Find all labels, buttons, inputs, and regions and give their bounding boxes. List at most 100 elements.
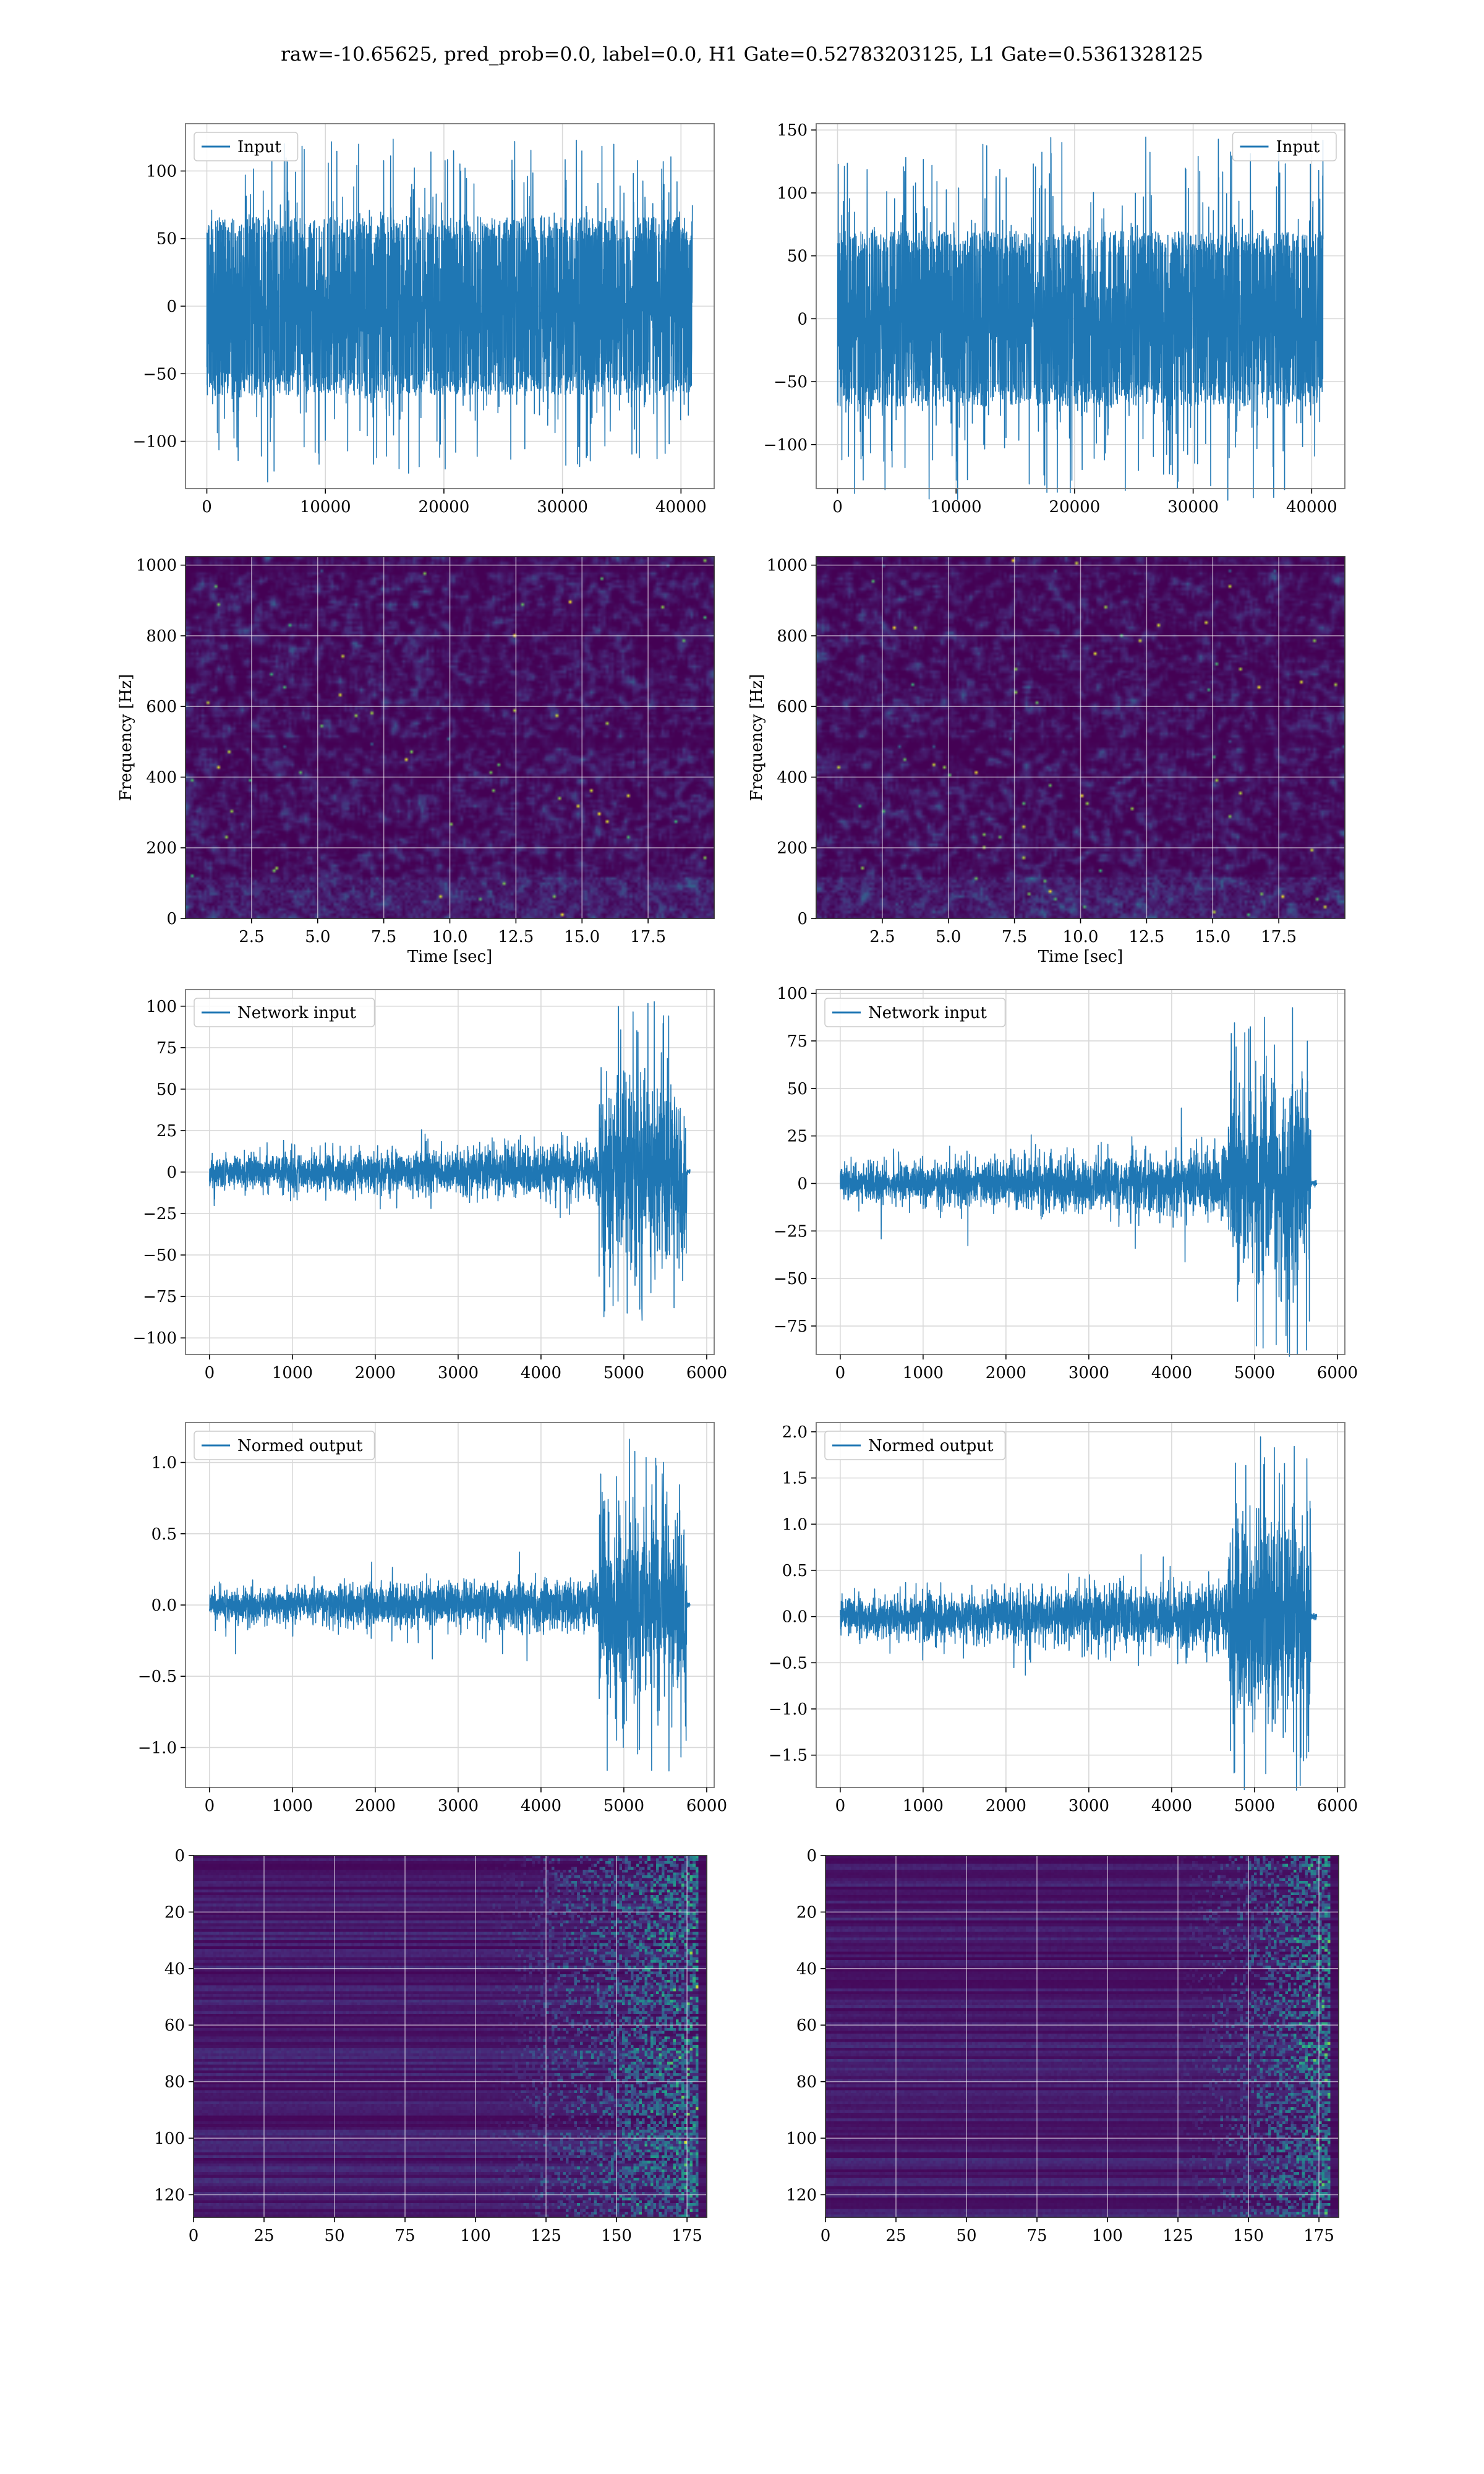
x-tick-label: 40000 — [655, 498, 707, 516]
x-tick-label: 50 — [956, 2227, 976, 2245]
legend-box — [194, 132, 299, 161]
h1-spectrogram-chart: 2.5 5.0 7.5 10.0 12.5 15.0 17.5 0 200 400 600 800 10… — [117, 556, 715, 966]
legend-entry: Normed output — [868, 1437, 994, 1455]
x-tick-label: 3000 — [1068, 1797, 1109, 1815]
l1-normed-output-panel: 0 1000 2000 3000 4000 5000 6000 −1.5 −1.0 −0.5 0.0… — [769, 1422, 1358, 1815]
y-tick-label: −75 — [774, 1317, 808, 1336]
l1-spectrogram-panel: 2.5 5.0 7.5 10.0 12.5 15.0 17.5 0 200 400 600 800 10… — [748, 556, 1345, 966]
legend-box — [824, 998, 1006, 1027]
series-line — [840, 1436, 1318, 1791]
axis-ticks: 0 25 50 75 100 125 150 175 0 20 40 60 80 100 120 — [154, 1847, 702, 2245]
h1-spectrogram-panel: 2.5 5.0 7.5 10.0 12.5 15.0 17.5 0 200 400 600 800 10… — [117, 556, 715, 966]
y-tick-label: 75 — [156, 1039, 177, 1058]
x-tick-label: 30000 — [1167, 498, 1219, 516]
y-tick-label: 0 — [166, 1163, 177, 1182]
y-tick-label: −100 — [133, 1329, 177, 1348]
y-tick-label: 80 — [796, 2073, 817, 2092]
x-tick-label: 0 — [835, 1797, 846, 1815]
legend: Normed output — [194, 1431, 375, 1460]
x-tick-label: 3000 — [1068, 1364, 1109, 1382]
y-tick-label: 1000 — [136, 557, 177, 575]
legend-box — [194, 998, 375, 1027]
l1-spectrogram-chart: 2.5 5.0 7.5 10.0 12.5 15.0 17.5 0 200 400 600 800 10… — [748, 556, 1345, 966]
y-tick-label: 150 — [777, 121, 808, 140]
y-tick-label: 1000 — [767, 557, 808, 575]
x-tick-label: 5000 — [1234, 1364, 1275, 1382]
x-tick-label: 7.5 — [1002, 928, 1027, 946]
y-tick-label: −25 — [143, 1205, 177, 1223]
series-line — [209, 1439, 691, 1772]
y-tick-label: 600 — [777, 698, 808, 716]
legend: Normed output — [824, 1431, 1006, 1460]
x-tick-label: 4000 — [521, 1364, 561, 1382]
y-tick-label: 0.5 — [782, 1562, 808, 1580]
y-tick-label: 120 — [786, 2186, 817, 2204]
legend-entry: Input — [1276, 138, 1320, 156]
x-tick-label: 0 — [189, 2227, 199, 2245]
y-tick-label: 40 — [796, 1960, 817, 1979]
y-tick-label: −0.5 — [138, 1667, 177, 1686]
y-tick-label: 1.0 — [151, 1454, 177, 1473]
y-tick-label: −0.5 — [769, 1654, 808, 1672]
x-tick-label: 0 — [835, 1364, 846, 1382]
y-tick-label: 200 — [777, 839, 808, 858]
y-tick-label: 25 — [156, 1122, 177, 1141]
y-tick-label: 200 — [146, 839, 177, 858]
axis-ticks: 0 10000 20000 30000 40000 −100 −50 0 50 100 — [133, 162, 707, 516]
y-tick-label: −50 — [143, 365, 177, 383]
x-tick-label: 7.5 — [371, 928, 396, 946]
legend-entry: Input — [237, 138, 281, 156]
h1-feature-map-panel: 0 25 50 75 100 125 150 175 0 20 40 60 80 100 120 — [154, 1847, 707, 2245]
x-tick-label: 1000 — [903, 1797, 944, 1815]
x-tick-label: 10.0 — [1063, 928, 1099, 946]
x-tick-label: 2000 — [355, 1797, 396, 1815]
y-tick-label: −25 — [774, 1222, 808, 1241]
axis-ticks: 0 1000 2000 3000 4000 5000 6000 −100 −75 −50 −25 0 2… — [133, 998, 727, 1382]
plot-frame — [193, 1855, 707, 2218]
plot-frame — [816, 989, 1345, 1355]
x-tick-label: 12.5 — [498, 928, 534, 946]
x-tick-label: 1000 — [272, 1364, 313, 1382]
y-tick-label: 0.5 — [151, 1525, 177, 1544]
x-tick-label: 0 — [205, 1797, 215, 1815]
y-tick-label: 0 — [166, 910, 177, 928]
y-tick-label: 50 — [787, 1080, 808, 1098]
h1-input-panel: 0 10000 20000 30000 40000 −100 −50 0 50 100 Input — [133, 123, 715, 516]
h1-input-chart: 0 10000 20000 30000 40000 −100 −50 0 50 100 Input — [133, 123, 715, 516]
x-tick-label: 25 — [254, 2227, 274, 2245]
series-line — [209, 1001, 691, 1321]
axis-ticks: 0 1000 2000 3000 4000 5000 6000 −1.5 −1.0 −0.5 0.0… — [769, 1423, 1358, 1815]
y-tick-label: 600 — [146, 698, 177, 716]
y-tick-label: −1.0 — [138, 1739, 177, 1757]
x-tick-label: 20000 — [419, 498, 470, 516]
y-tick-label: −1.5 — [769, 1747, 808, 1765]
axis-ticks: 2.5 5.0 7.5 10.0 12.5 15.0 17.5 0 200 400 600 800 10… — [136, 557, 666, 946]
x-tick-label: 5.0 — [936, 928, 961, 946]
y-tick-label: −100 — [764, 436, 808, 455]
l1-network-input-chart: 0 1000 2000 3000 4000 5000 6000 −75 −50 −25 0 25 50 7… — [774, 985, 1358, 1382]
x-tick-label: 15.0 — [1195, 928, 1230, 946]
y-tick-label: −50 — [774, 373, 808, 392]
x-tick-label: 20000 — [1049, 498, 1101, 516]
legend-entry: Normed output — [237, 1437, 363, 1455]
y-tick-label: 0.0 — [782, 1608, 808, 1627]
x-tick-label: 75 — [394, 2227, 415, 2245]
plot-frame — [816, 1422, 1345, 1788]
l1-feature-map-panel: 0 25 50 75 100 125 150 175 0 20 40 60 80 100 120 — [786, 1847, 1339, 2245]
series-line — [840, 1007, 1318, 1357]
legend-entry: Network input — [868, 1004, 987, 1022]
feature-map-image — [194, 1856, 707, 2217]
y-tick-label: 1.0 — [782, 1515, 808, 1534]
y-tick-label: 2.0 — [782, 1423, 808, 1442]
x-tick-label: 150 — [1233, 2227, 1264, 2245]
x-tick-label: 150 — [601, 2227, 632, 2245]
y-tick-label: 20 — [164, 1903, 185, 1922]
x-tick-label: 6000 — [686, 1797, 727, 1815]
x-tick-label: 4000 — [521, 1797, 561, 1815]
x-tick-label: 5000 — [603, 1797, 644, 1815]
x-tick-label: 175 — [672, 2227, 702, 2245]
y-tick-label: −75 — [143, 1288, 177, 1306]
x-tick-label: 1000 — [903, 1364, 944, 1382]
x-tick-label: 0 — [832, 498, 843, 516]
x-tick-label: 4000 — [1151, 1797, 1192, 1815]
